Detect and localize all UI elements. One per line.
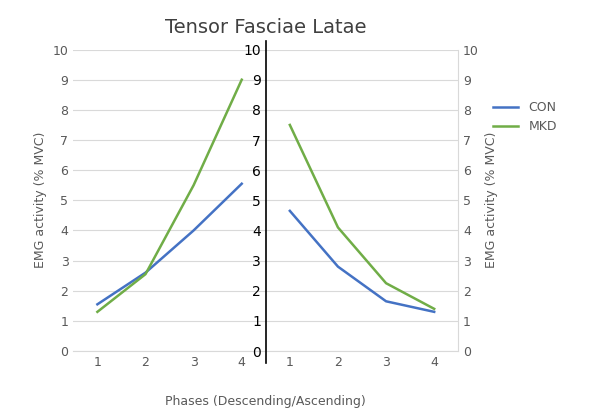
Y-axis label: EMG activity (% MVC): EMG activity (% MVC) [485, 132, 497, 268]
Y-axis label: EMG activity (% MVC): EMG activity (% MVC) [34, 132, 47, 268]
Line: MKD: MKD [290, 125, 434, 309]
Line: CON: CON [290, 211, 434, 312]
Legend: CON, MKD: CON, MKD [493, 101, 557, 133]
Text: Phases (Descending/Ascending): Phases (Descending/Ascending) [166, 395, 366, 408]
CON [382, 299, 390, 304]
MKD [286, 122, 293, 127]
Text: Tensor Fasciae Latae: Tensor Fasciae Latae [165, 18, 367, 37]
MKD [382, 281, 390, 286]
CON [286, 209, 293, 214]
MKD [334, 225, 342, 230]
CON [334, 264, 342, 269]
CON [431, 309, 438, 314]
MKD [431, 306, 438, 311]
